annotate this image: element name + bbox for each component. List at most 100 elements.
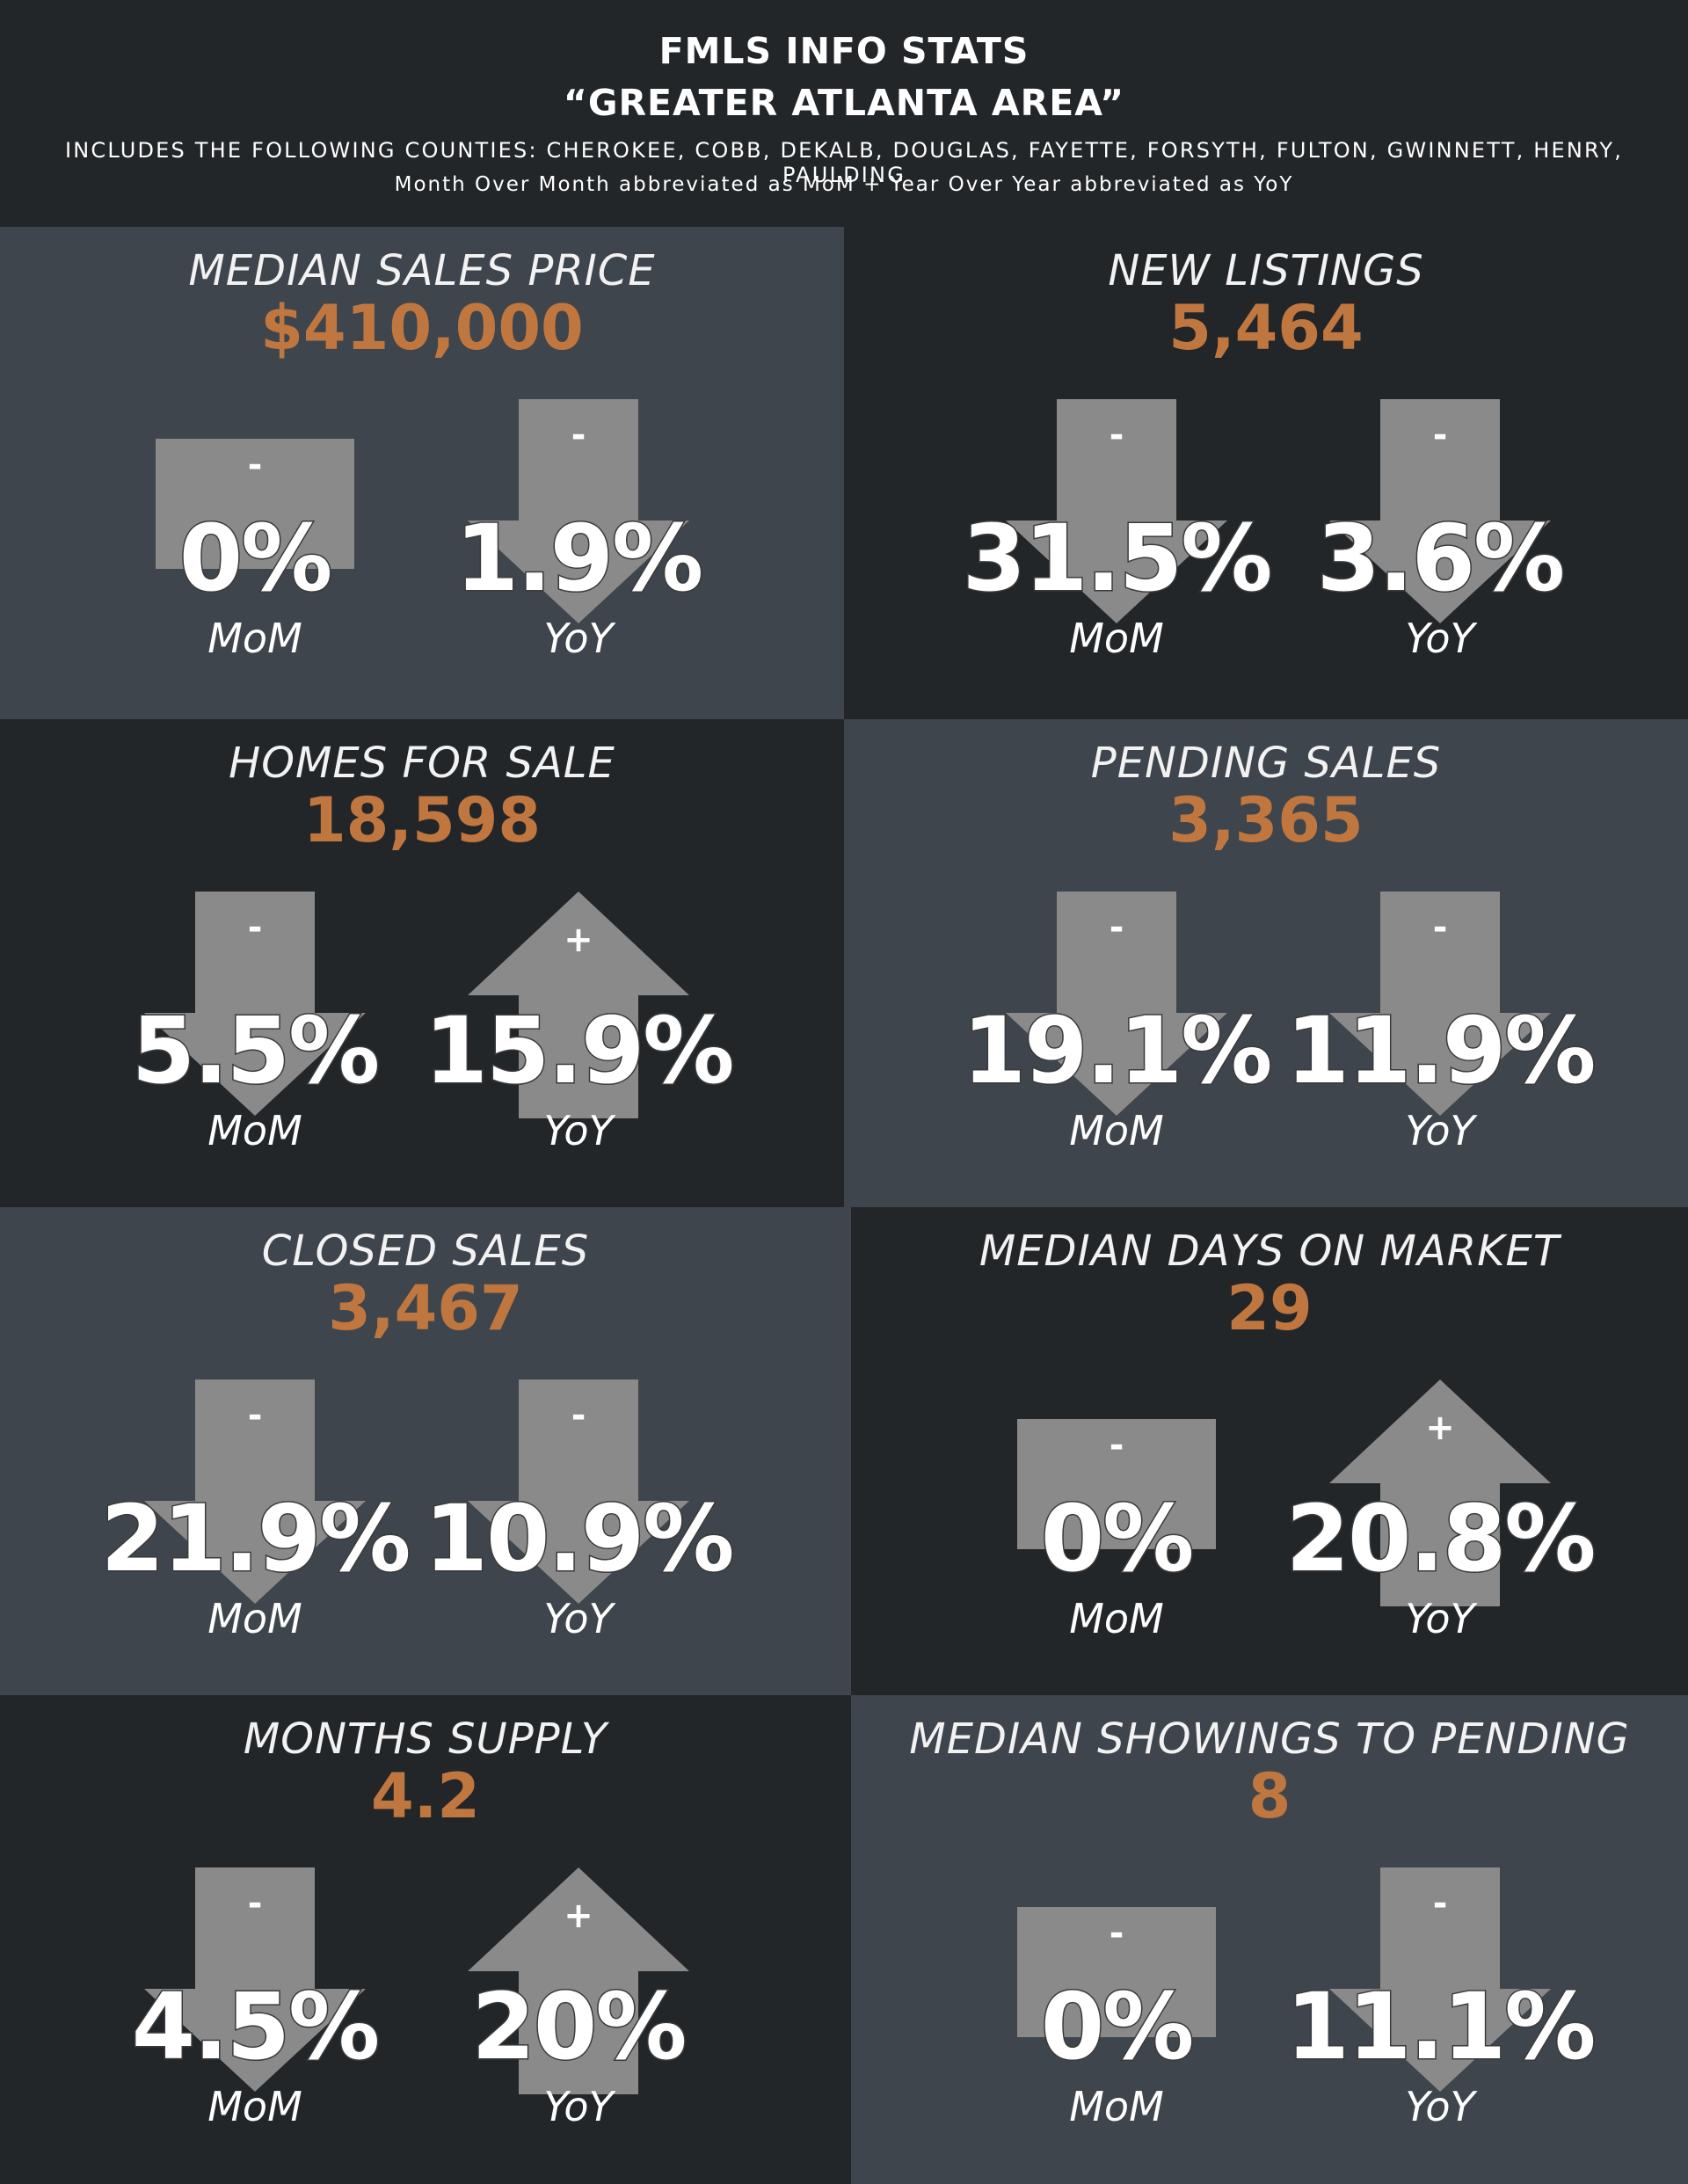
- yoy-direction-sign: -: [1432, 415, 1448, 455]
- metric-label: MEDIAN SHOWINGS TO PENDING: [909, 1714, 1630, 1764]
- region-subtitle: “GREATER ATLANTA AREA”: [563, 82, 1125, 124]
- mom-direction-sign: -: [1109, 1425, 1124, 1466]
- metric-label: PENDING SALES: [1090, 739, 1442, 788]
- mom-period-label: MoM: [1069, 615, 1164, 662]
- yoy-period-label: YoY: [1405, 1595, 1475, 1642]
- metric-value: 18,598: [302, 784, 542, 856]
- yoy-direction-sign: +: [564, 1896, 593, 1936]
- arrow-down-icon: [1006, 399, 1227, 623]
- yoy-indicator: +20% YoY: [429, 1867, 728, 2166]
- arrow-down-icon: [144, 1380, 366, 1604]
- metric-value: 29: [1226, 1272, 1313, 1344]
- yoy-period-label: YoY: [543, 1595, 614, 1642]
- yoy-direction-sign: -: [1432, 907, 1448, 948]
- arrow-down-icon: [1329, 892, 1551, 1116]
- yoy-indicator: +15.9% YoY: [423, 892, 736, 1190]
- yoy-direction-sign: -: [571, 1395, 586, 1436]
- metric-panel: HOMES FOR SALE 18,598 - 5.5% MoM +15.9% YoY: [0, 719, 844, 1207]
- metric-panel: CLOSED SALES 3,467 - 21.9% MoM - 10.9% YoY: [0, 1207, 851, 1695]
- yoy-indicator: +20.8% YoY: [1284, 1380, 1597, 1678]
- arrow-down-icon: [144, 892, 366, 1116]
- yoy-indicator: - 11.1% YoY: [1284, 1867, 1597, 2166]
- yoy-percent-change: 20.8%: [1284, 1484, 1597, 1594]
- metric-value: 3,467: [328, 1272, 523, 1344]
- arrow-down-icon: [1329, 399, 1551, 623]
- metric-value: 5,464: [1168, 292, 1364, 364]
- yoy-period-label: YoY: [543, 615, 614, 662]
- mom-indicator: - 4.5% MoM: [106, 1867, 404, 2166]
- metric-label: MEDIAN DAYS ON MARKET: [979, 1227, 1561, 1276]
- mom-direction-sign: -: [1109, 907, 1124, 948]
- abbreviation-legend: Month Over Month abbreviated as MoM + Ye…: [394, 173, 1294, 196]
- yoy-direction-sign: -: [1432, 1883, 1448, 1924]
- metric-panel: MEDIAN SALES PRICE $410,000 - 0% MoM - 1.9% YoY: [0, 227, 844, 719]
- mom-percent-change: 5.5%: [130, 996, 381, 1106]
- mom-percent-change: 19.1%: [961, 996, 1274, 1106]
- mom-direction-sign: -: [247, 907, 263, 948]
- yoy-percent-change: 11.1%: [1284, 1972, 1597, 2082]
- metric-label: HOMES FOR SALE: [229, 739, 615, 788]
- metric-value: 4.2: [370, 1760, 480, 1832]
- neutral-box-icon: [1017, 1419, 1216, 1549]
- mom-percent-change: 4.5%: [130, 1972, 381, 2082]
- mom-direction-sign: -: [247, 1395, 263, 1436]
- mom-percent-change: 21.9%: [99, 1484, 412, 1594]
- mom-percent-change: 31.5%: [961, 504, 1274, 614]
- yoy-percent-change: 20%: [470, 1972, 688, 2082]
- yoy-indicator: - 1.9% YoY: [429, 399, 728, 698]
- yoy-period-label: YoY: [1405, 1107, 1475, 1154]
- yoy-period-label: YoY: [543, 1107, 614, 1154]
- metric-label: MEDIAN SALES PRICE: [188, 246, 656, 295]
- metric-value: 3,365: [1168, 784, 1364, 856]
- mom-percent-change: 0%: [1039, 1972, 1196, 2082]
- arrow-down-icon: [468, 399, 689, 623]
- mom-period-label: MoM: [1069, 2083, 1164, 2130]
- mom-indicator: - 5.5% MoM: [106, 892, 404, 1190]
- yoy-percent-change: 15.9%: [423, 996, 736, 1106]
- mom-period-label: MoM: [207, 1107, 302, 1154]
- arrow-up-icon: [1329, 1380, 1551, 1606]
- arrow-down-icon: [144, 1867, 366, 2092]
- mom-direction-sign: -: [247, 445, 263, 485]
- yoy-direction-sign: +: [564, 920, 593, 960]
- metric-panel: MEDIAN DAYS ON MARKET 29 - 0% MoM +20.8% YoY: [851, 1207, 1688, 1695]
- metric-label: CLOSED SALES: [261, 1227, 590, 1276]
- mom-indicator: - 0% MoM: [106, 399, 404, 698]
- metric-panel: PENDING SALES 3,365 - 19.1% MoM - 11.9% YoY: [844, 719, 1688, 1207]
- arrow-down-icon: [1006, 892, 1227, 1116]
- arrow-up-icon: [468, 892, 689, 1118]
- yoy-direction-sign: -: [571, 415, 586, 455]
- metric-label: NEW LISTINGS: [1108, 246, 1424, 295]
- mom-period-label: MoM: [1069, 1107, 1164, 1154]
- yoy-percent-change: 3.6%: [1315, 504, 1566, 614]
- mom-period-label: MoM: [207, 1595, 302, 1642]
- mom-period-label: MoM: [207, 615, 302, 662]
- header: FMLS INFO STATS “GREATER ATLANTA AREA” I…: [0, 0, 1688, 227]
- counties-note: INCLUDES THE FOLLOWING COUNTIES: CHEROKE…: [64, 138, 1624, 187]
- mom-indicator: - 31.5% MoM: [961, 399, 1274, 698]
- arrow-down-icon: [468, 1380, 689, 1604]
- metric-panel: NEW LISTINGS 5,464 - 31.5% MoM - 3.6% YoY: [844, 227, 1688, 719]
- mom-percent-change: 0%: [178, 504, 334, 614]
- neutral-box-icon: [1017, 1907, 1216, 2037]
- yoy-period-label: YoY: [1405, 615, 1475, 662]
- metric-panel: MEDIAN SHOWINGS TO PENDING 8 - 0% MoM - 11.1% Y…: [851, 1695, 1688, 2184]
- metric-value: $410,000: [260, 292, 584, 364]
- mom-indicator: - 0% MoM: [967, 1380, 1266, 1678]
- yoy-indicator: - 10.9% YoY: [423, 1380, 736, 1678]
- metric-label: MONTHS SUPPLY: [243, 1714, 608, 1764]
- yoy-period-label: YoY: [1405, 2083, 1475, 2130]
- metric-panel: MONTHS SUPPLY 4.2 - 4.5% MoM +20% YoY: [0, 1695, 851, 2184]
- mom-direction-sign: -: [1109, 1913, 1124, 1954]
- mom-indicator: - 0% MoM: [967, 1867, 1266, 2166]
- yoy-period-label: YoY: [543, 2083, 614, 2130]
- mom-percent-change: 0%: [1039, 1484, 1196, 1594]
- yoy-percent-change: 10.9%: [423, 1484, 736, 1594]
- mom-direction-sign: -: [247, 1883, 263, 1924]
- mom-period-label: MoM: [207, 2083, 302, 2130]
- yoy-indicator: - 3.6% YoY: [1291, 399, 1590, 698]
- mom-period-label: MoM: [1069, 1595, 1164, 1642]
- yoy-percent-change: 11.9%: [1284, 996, 1597, 1106]
- metric-value: 8: [1248, 1760, 1291, 1832]
- yoy-percent-change: 1.9%: [454, 504, 704, 614]
